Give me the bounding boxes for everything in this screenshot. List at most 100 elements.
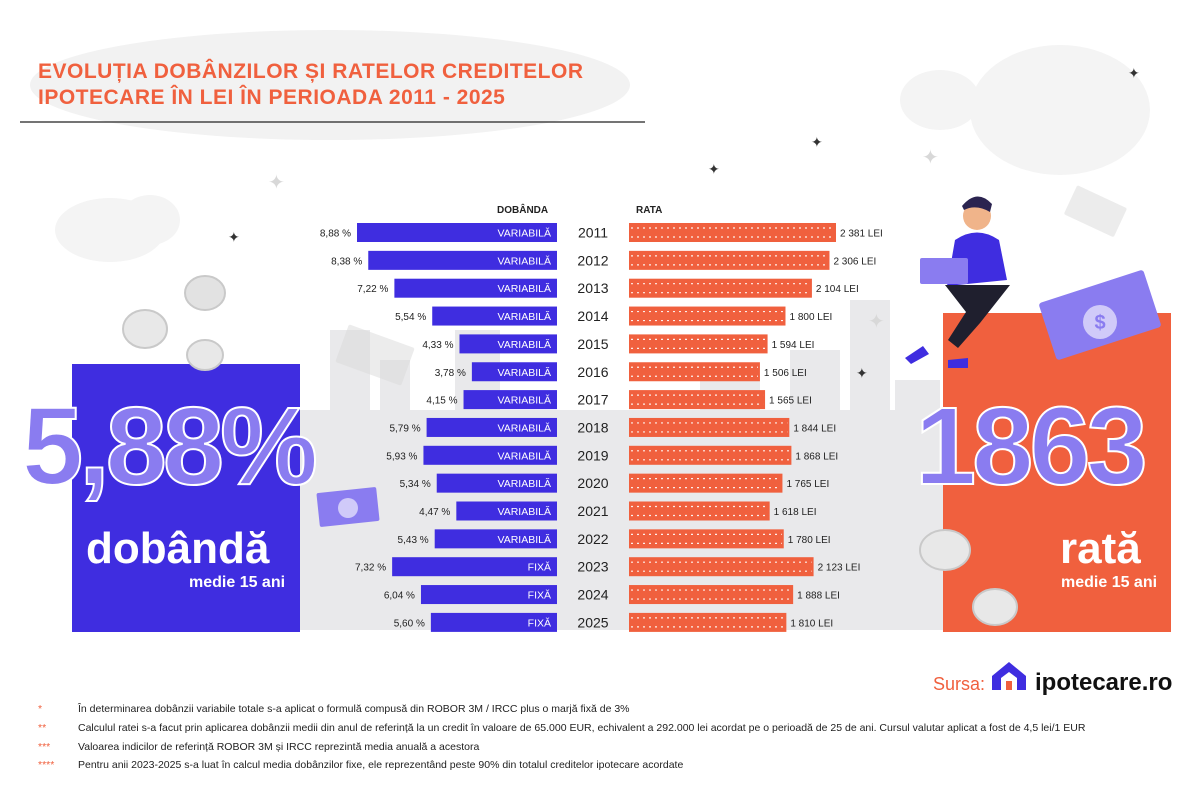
payment-value-label: 2 381 LEI (840, 229, 883, 240)
average-interest-sub: medie 15 ani (189, 574, 286, 591)
sparkle-light-icon: ✦ (868, 311, 885, 333)
interest-bar (423, 445, 557, 465)
interest-value-label: 5,54 % (395, 312, 426, 323)
svg-text:$: $ (1094, 312, 1105, 334)
interest-bar (394, 278, 557, 298)
payment-value-label: 1 844 LEI (793, 423, 836, 434)
sparkle-icon: ✦ (856, 365, 868, 381)
payment-bar (629, 445, 792, 465)
interest-bar (420, 585, 557, 605)
footnote: **** Pentru anii 2023-2025 s-a luat în ca… (38, 759, 683, 771)
payment-value-label: 1 506 LEI (764, 368, 807, 379)
payment-value-label: 1 810 LEI (790, 618, 833, 629)
interest-type-label: VARIABILĂ (498, 449, 552, 462)
interest-bar (434, 529, 557, 549)
payment-bar (629, 473, 783, 493)
interest-bar (456, 501, 557, 521)
payment-value-label: 1 618 LEI (774, 507, 817, 518)
payment-value-label: 1 868 LEI (795, 451, 838, 462)
cloud-right-shape (970, 45, 1150, 175)
payment-value-label: 2 123 LEI (818, 563, 861, 574)
year-label: 2015 (577, 336, 608, 352)
left-panel (72, 364, 300, 632)
average-payment-value: 1863 (914, 385, 1149, 508)
payment-bar (629, 501, 770, 521)
average-payment-label: rată (1060, 524, 1141, 573)
sparkle-icon: ✦ (708, 161, 720, 177)
footnote-mark: * (38, 703, 43, 715)
year-label: 2020 (577, 475, 608, 491)
interest-type-label: VARIABILĂ (498, 505, 552, 518)
interest-bar (471, 362, 557, 382)
interest-bar (459, 334, 557, 354)
money-bill-faded-icon (335, 185, 1127, 386)
interest-value-label: 4,15 % (426, 396, 457, 407)
interest-type-label: FIXĂ (528, 616, 551, 629)
interest-type-label: VARIABILĂ (498, 366, 552, 379)
payment-bar (629, 334, 768, 354)
right-panel (943, 313, 1171, 632)
title-cloud (30, 30, 630, 140)
payment-bar (629, 612, 787, 632)
interest-value-label: 5,79 % (389, 423, 420, 434)
payment-bar (629, 250, 830, 270)
interest-value-label: 5,43 % (398, 535, 429, 546)
payment-value-label: 1 800 LEI (789, 312, 832, 323)
year-label: 2017 (577, 392, 608, 408)
footnote-text: Pentru anii 2023-2025 s-a luat în calcul… (78, 759, 684, 771)
payment-value-label: 1 594 LEI (772, 340, 815, 351)
coins-icon (122, 275, 1018, 626)
payment-bar (629, 223, 836, 242)
interest-type-label: VARIABILĂ (498, 282, 552, 295)
interest-value-label: 5,93 % (386, 451, 417, 462)
interest-type-label: VARIABILĂ (498, 254, 552, 267)
year-label: 2018 (577, 419, 608, 435)
payment-bar (629, 278, 812, 298)
footnote-mark: *** (38, 741, 51, 753)
year-label: 2016 (577, 364, 608, 380)
year-label: 2025 (577, 614, 608, 630)
interest-bar (426, 417, 557, 437)
sparkle-light-icon: ✦ (268, 172, 285, 194)
payment-bar (629, 306, 786, 326)
interest-bar (392, 557, 557, 577)
footnote-mark: **** (38, 759, 55, 771)
interest-type-label: VARIABILĂ (498, 421, 552, 434)
payment-column-header: RATA (636, 205, 663, 216)
year-label: 2013 (577, 280, 608, 296)
interest-value-label: 6,04 % (384, 591, 415, 602)
interest-type-label: VARIABILĂ (498, 310, 552, 323)
house-logo-icon (992, 662, 1026, 690)
year-label: 2022 (577, 531, 608, 547)
interest-type-label: VARIABILĂ (498, 477, 552, 490)
payment-bar (629, 585, 794, 605)
interest-type-label: FIXĂ (528, 561, 551, 574)
footnote: ** Calculul ratei s-a facut prin aplicare… (38, 722, 1085, 734)
interest-bar (357, 223, 557, 242)
payment-value-label: 1 888 LEI (797, 591, 840, 602)
interest-bar (430, 612, 557, 632)
footnote: * În determinarea dobânzii variabile tota… (38, 703, 630, 715)
source-site: ipotecare.ro (1035, 669, 1173, 696)
interest-column-header: DOBÂNDA (497, 205, 549, 216)
footnote-text: Valoarea indicilor de referință ROBOR 3M… (78, 741, 480, 753)
money-bill-icon: $ (1039, 270, 1161, 360)
interest-type-label: VARIABILĂ (498, 338, 552, 351)
interest-value-label: 4,33 % (422, 340, 453, 351)
payment-value-label: 2 104 LEI (816, 284, 859, 295)
sparkle-light-icon: ✦ (922, 147, 939, 169)
interest-value-label: 7,22 % (357, 284, 388, 295)
sparkle-icon: ✦ (228, 229, 240, 245)
payment-value-label: 1 780 LEI (788, 535, 831, 546)
footnote-text: Calculul ratei s-a facut prin aplicarea … (78, 722, 1086, 734)
sparkle-icon: ✦ (811, 134, 823, 150)
payment-value-label: 1 565 LEI (769, 396, 812, 407)
interest-value-label: 4,47 % (419, 507, 450, 518)
interest-type-label: FIXĂ (528, 589, 551, 602)
interest-value-label: 8,88 % (320, 229, 351, 240)
average-interest-value: 5,88% (21, 385, 319, 508)
footnote-mark: ** (38, 722, 47, 734)
interest-value-label: 7,32 % (355, 563, 386, 574)
year-label: 2012 (577, 252, 608, 268)
